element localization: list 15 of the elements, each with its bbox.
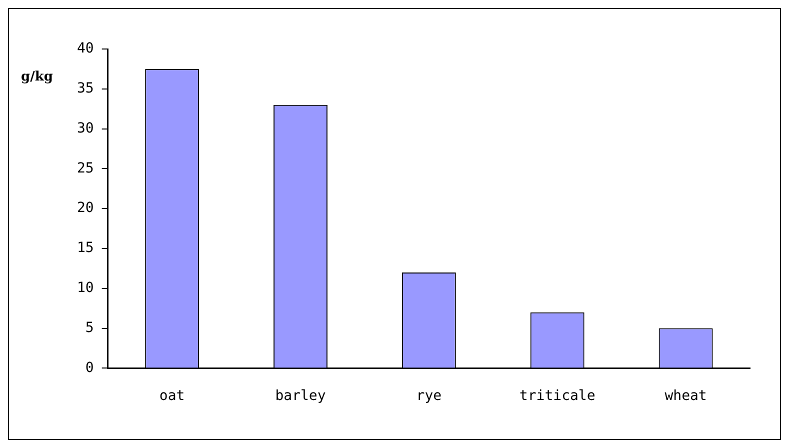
- x-tick-label: wheat: [664, 388, 707, 404]
- y-tick-label: 10: [77, 280, 94, 296]
- y-tick-label: 20: [77, 200, 94, 216]
- y-tick-label: 5: [85, 320, 94, 336]
- y-tick-label: 15: [77, 240, 94, 256]
- x-tick-label: rye: [416, 388, 442, 404]
- y-tick-label: 35: [77, 80, 94, 97]
- y-tick-label: 25: [77, 160, 94, 176]
- y-tick-label: 0: [85, 360, 94, 376]
- x-tick-label: triticale: [519, 388, 596, 404]
- x-tick-label: barley: [275, 388, 326, 404]
- y-tick-label: 40: [77, 40, 94, 57]
- y-axis-title: g/kg: [21, 69, 53, 84]
- x-tick-label: oat: [159, 388, 185, 404]
- y-tick-label: 30: [77, 120, 94, 136]
